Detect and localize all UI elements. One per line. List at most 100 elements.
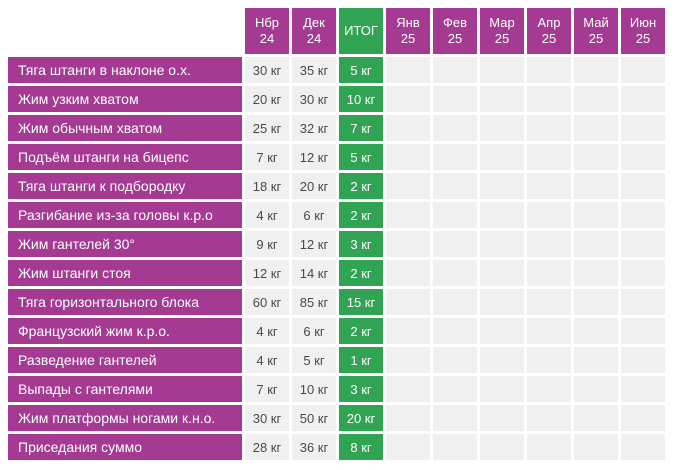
year-label: 25 <box>400 31 416 46</box>
empty-cell <box>480 347 524 373</box>
empty-cell <box>527 57 571 83</box>
value-cell-dek24: 12 кг <box>292 231 336 257</box>
value-cell-dek24: 5 кг <box>292 347 336 373</box>
empty-cell <box>527 260 571 286</box>
empty-cell <box>480 57 524 83</box>
value-cell-dek24: 12 кг <box>292 144 336 170</box>
empty-cell <box>433 434 477 460</box>
value-cell-dek24: 85 кг <box>292 289 336 315</box>
table-row: Жим платформы ногами к.н.о. 30 кг 50 кг … <box>8 405 665 431</box>
empty-cell <box>386 57 430 83</box>
exercise-label: Жим узким хватом <box>8 86 242 112</box>
value-cell-nbr24: 25 кг <box>245 115 289 141</box>
table-row: Французский жим к.р.о. 4 кг 6 кг 2 кг <box>8 318 665 344</box>
value-cell-nbr24: 4 кг <box>245 318 289 344</box>
month-label: Дек <box>303 15 325 30</box>
empty-cell <box>386 289 430 315</box>
empty-cell <box>386 86 430 112</box>
empty-cell <box>574 202 618 228</box>
exercise-label: Жим штанги стоя <box>8 260 242 286</box>
value-cell-nbr24: 12 кг <box>245 260 289 286</box>
month-label: Фев <box>442 15 468 30</box>
empty-cell <box>433 202 477 228</box>
total-cell: 20 кг <box>339 405 383 431</box>
empty-cell <box>621 57 665 83</box>
empty-cell <box>433 57 477 83</box>
value-cell-dek24: 20 кг <box>292 173 336 199</box>
value-cell-nbr24: 60 кг <box>245 289 289 315</box>
table-row: Подъём штанги на бицепс 7 кг 12 кг 5 кг <box>8 144 665 170</box>
empty-cell <box>480 173 524 199</box>
year-label: 25 <box>494 31 510 46</box>
empty-cell <box>621 115 665 141</box>
empty-cell <box>433 260 477 286</box>
empty-cell <box>621 202 665 228</box>
header-yanv-25: Янв 25 <box>386 8 430 54</box>
month-label: Июн <box>629 15 657 30</box>
total-cell: 3 кг <box>339 231 383 257</box>
progress-table: Нбр 24 Дек 24 ИТОГ Янв 25 Фев 25 Мар 25 <box>5 5 668 463</box>
empty-cell <box>621 347 665 373</box>
empty-cell <box>386 260 430 286</box>
year-label: 24 <box>259 31 275 46</box>
total-cell: 2 кг <box>339 318 383 344</box>
empty-cell <box>574 86 618 112</box>
empty-cell <box>527 202 571 228</box>
empty-cell <box>621 434 665 460</box>
exercise-label: Французский жим к.р.о. <box>8 318 242 344</box>
empty-cell <box>621 318 665 344</box>
month-label: Янв <box>396 15 420 30</box>
empty-cell <box>386 231 430 257</box>
table-header: Нбр 24 Дек 24 ИТОГ Янв 25 Фев 25 Мар 25 <box>8 8 665 54</box>
value-cell-dek24: 32 кг <box>292 115 336 141</box>
exercise-label: Тяга штанги в наклоне о.х. <box>8 57 242 83</box>
empty-cell <box>433 173 477 199</box>
empty-cell <box>386 115 430 141</box>
year-label: 25 <box>588 31 604 46</box>
total-cell: 10 кг <box>339 86 383 112</box>
empty-cell <box>480 231 524 257</box>
total-cell: 2 кг <box>339 260 383 286</box>
exercise-label: Приседания суммо <box>8 434 242 460</box>
empty-cell <box>527 318 571 344</box>
year-label: 25 <box>541 31 557 46</box>
empty-cell <box>574 144 618 170</box>
total-cell: 8 кг <box>339 434 383 460</box>
empty-cell <box>386 144 430 170</box>
empty-cell <box>386 318 430 344</box>
total-cell: 5 кг <box>339 144 383 170</box>
value-cell-nbr24: 9 кг <box>245 231 289 257</box>
total-cell: 1 кг <box>339 347 383 373</box>
empty-cell <box>527 347 571 373</box>
empty-cell <box>433 144 477 170</box>
empty-cell <box>574 434 618 460</box>
header-dek-24: Дек 24 <box>292 8 336 54</box>
value-cell-dek24: 36 кг <box>292 434 336 460</box>
empty-cell <box>574 231 618 257</box>
empty-cell <box>527 376 571 402</box>
empty-cell <box>621 86 665 112</box>
header-fev-25: Фев 25 <box>433 8 477 54</box>
table-row: Выпады с гантелями 7 кг 10 кг 3 кг <box>8 376 665 402</box>
empty-cell <box>480 202 524 228</box>
empty-cell <box>480 376 524 402</box>
total-cell: 2 кг <box>339 173 383 199</box>
empty-cell <box>621 376 665 402</box>
header-may-25: Май 25 <box>574 8 618 54</box>
table-row: Разведение гантелей 4 кг 5 кг 1 кг <box>8 347 665 373</box>
table-row: Разгибание из-за головы к.р.о 4 кг 6 кг … <box>8 202 665 228</box>
year-label: 25 <box>447 31 463 46</box>
empty-cell <box>433 115 477 141</box>
corner-cell <box>8 8 242 54</box>
empty-cell <box>480 405 524 431</box>
month-label: Май <box>583 15 609 30</box>
empty-cell <box>621 289 665 315</box>
empty-cell <box>527 434 571 460</box>
empty-cell <box>480 434 524 460</box>
empty-cell <box>480 260 524 286</box>
empty-cell <box>621 260 665 286</box>
table-body: Тяга штанги в наклоне о.х. 30 кг 35 кг 5… <box>8 57 665 460</box>
month-label: Апр <box>537 15 561 30</box>
total-cell: 7 кг <box>339 115 383 141</box>
empty-cell <box>386 347 430 373</box>
